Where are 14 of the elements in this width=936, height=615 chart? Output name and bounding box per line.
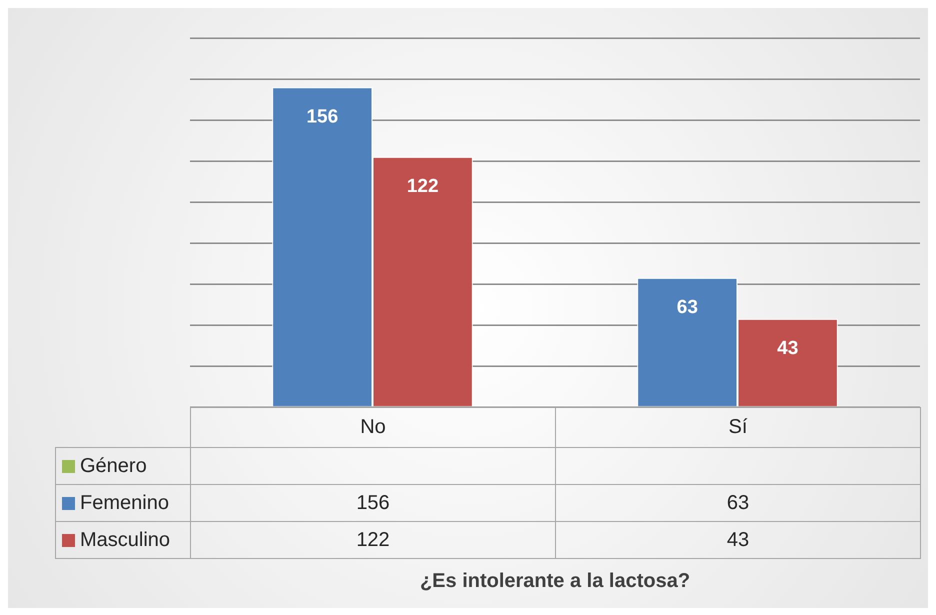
legend-label: Género <box>80 454 147 478</box>
legend-label: Masculino <box>80 528 170 552</box>
data-label: 63 <box>555 484 921 522</box>
x-tick-label: Sí <box>555 407 921 448</box>
legend-label: Femenino <box>80 492 169 514</box>
annotation: 63 <box>676 297 698 318</box>
annotation: 43 <box>777 338 798 360</box>
data-label: 156 <box>190 484 556 522</box>
data-label: 43 <box>555 521 921 559</box>
text: ¿Es intolerante a la lactosa? <box>418 570 692 593</box>
annotation: 122 <box>406 176 439 198</box>
x-tick-label: No <box>190 407 556 448</box>
data-label: 122 <box>190 521 556 559</box>
annotation: 156 <box>306 106 338 128</box>
